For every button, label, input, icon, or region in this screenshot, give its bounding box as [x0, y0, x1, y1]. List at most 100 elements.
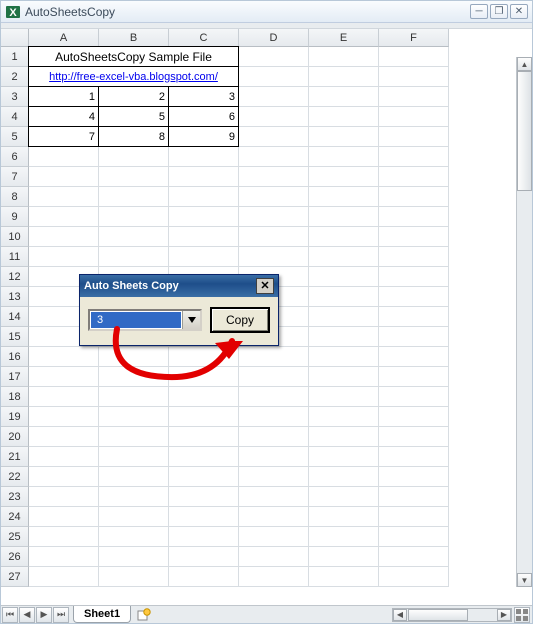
cell[interactable] [309, 67, 379, 87]
cell[interactable] [309, 367, 379, 387]
cell[interactable] [379, 407, 449, 427]
dropdown-arrow-icon[interactable] [182, 311, 200, 329]
cell[interactable] [169, 347, 239, 367]
cell[interactable] [169, 227, 239, 247]
cell[interactable] [169, 427, 239, 447]
cell[interactable] [99, 467, 169, 487]
cell[interactable] [309, 227, 379, 247]
tab-nav-prev[interactable]: ◀ [19, 607, 35, 623]
cell[interactable] [169, 207, 239, 227]
cell[interactable] [309, 407, 379, 427]
cell[interactable] [29, 427, 99, 447]
cell[interactable] [169, 247, 239, 267]
cell[interactable] [309, 47, 379, 67]
cell[interactable] [99, 527, 169, 547]
row-header[interactable]: 12 [1, 267, 29, 287]
cell[interactable] [99, 187, 169, 207]
data-cell[interactable]: 2 [99, 87, 169, 107]
cell[interactable] [379, 107, 449, 127]
cell[interactable] [99, 547, 169, 567]
cell[interactable] [29, 407, 99, 427]
row-header[interactable]: 23 [1, 487, 29, 507]
cell[interactable] [309, 107, 379, 127]
column-header[interactable]: E [309, 29, 379, 47]
cell[interactable] [99, 487, 169, 507]
cell[interactable] [29, 227, 99, 247]
cell[interactable] [379, 547, 449, 567]
cell[interactable] [309, 547, 379, 567]
cell[interactable] [309, 247, 379, 267]
data-cell[interactable]: 6 [169, 107, 239, 127]
tab-nav-last[interactable]: ⏭ [53, 607, 69, 623]
scroll-right-button[interactable]: ▶ [497, 609, 511, 621]
cell[interactable] [379, 367, 449, 387]
cell[interactable] [29, 527, 99, 547]
cell[interactable] [309, 187, 379, 207]
row-header[interactable]: 24 [1, 507, 29, 527]
row-header[interactable]: 20 [1, 427, 29, 447]
cell[interactable] [99, 227, 169, 247]
cell[interactable] [169, 447, 239, 467]
cell[interactable] [169, 567, 239, 587]
restore-button[interactable]: ❐ [490, 4, 508, 19]
cell[interactable] [29, 187, 99, 207]
cell[interactable] [379, 467, 449, 487]
cell[interactable] [309, 207, 379, 227]
hscroll-thumb[interactable] [408, 609, 468, 621]
cell[interactable] [379, 187, 449, 207]
tab-nav-next[interactable]: ▶ [36, 607, 52, 623]
cell[interactable] [239, 347, 309, 367]
cell[interactable] [99, 507, 169, 527]
cell[interactable] [239, 367, 309, 387]
new-sheet-button[interactable] [135, 607, 153, 623]
row-header[interactable]: 25 [1, 527, 29, 547]
vscroll-thumb[interactable] [517, 71, 532, 191]
row-header[interactable]: 8 [1, 187, 29, 207]
cell[interactable] [99, 427, 169, 447]
cell[interactable] [99, 347, 169, 367]
column-header[interactable]: C [169, 29, 239, 47]
row-header[interactable]: 14 [1, 307, 29, 327]
row-header[interactable]: 21 [1, 447, 29, 467]
cell[interactable] [379, 147, 449, 167]
cell[interactable] [309, 327, 379, 347]
cell[interactable] [309, 467, 379, 487]
cell[interactable] [379, 247, 449, 267]
cell[interactable] [309, 567, 379, 587]
select-all-corner[interactable] [1, 29, 29, 47]
cell[interactable] [29, 207, 99, 227]
cell[interactable] [379, 127, 449, 147]
cell[interactable] [309, 387, 379, 407]
cell[interactable] [309, 127, 379, 147]
cell[interactable] [239, 227, 309, 247]
cell[interactable] [239, 567, 309, 587]
vscroll-track[interactable] [517, 71, 532, 573]
row-header[interactable]: 17 [1, 367, 29, 387]
cell[interactable] [99, 367, 169, 387]
cell[interactable] [239, 67, 309, 87]
cell[interactable] [239, 467, 309, 487]
cell[interactable] [169, 147, 239, 167]
row-header[interactable]: 10 [1, 227, 29, 247]
cell[interactable] [379, 387, 449, 407]
cell[interactable] [379, 427, 449, 447]
cell[interactable] [29, 447, 99, 467]
cell[interactable] [379, 87, 449, 107]
cell[interactable] [309, 347, 379, 367]
cell[interactable] [169, 547, 239, 567]
cell[interactable] [169, 507, 239, 527]
cell[interactable] [239, 487, 309, 507]
cell[interactable] [239, 507, 309, 527]
row-header[interactable]: 15 [1, 327, 29, 347]
cell[interactable] [169, 467, 239, 487]
row-header[interactable]: 3 [1, 87, 29, 107]
cell[interactable] [239, 447, 309, 467]
cell[interactable] [379, 527, 449, 547]
row-header[interactable]: 5 [1, 127, 29, 147]
cell[interactable] [379, 507, 449, 527]
tab-nav-first[interactable]: ⏮ [2, 607, 18, 623]
title-cell[interactable]: AutoSheetsCopy Sample File [29, 47, 239, 67]
cell[interactable] [239, 427, 309, 447]
cell[interactable] [29, 167, 99, 187]
cell[interactable] [29, 567, 99, 587]
